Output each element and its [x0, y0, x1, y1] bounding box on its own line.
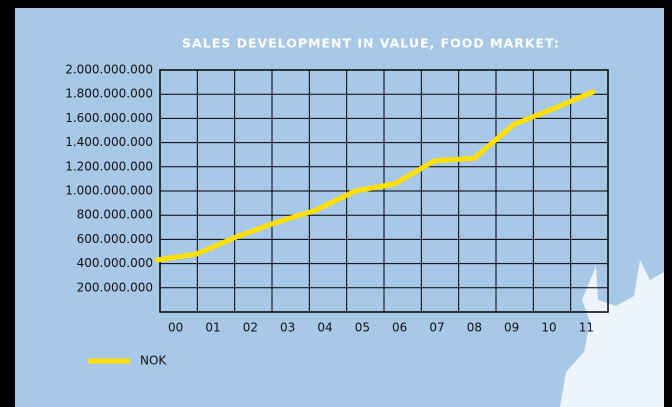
y-tick-label: 400.000.000 — [77, 256, 153, 270]
line-series — [154, 89, 596, 263]
y-tick-label: 800.000.000 — [77, 208, 153, 222]
x-tick-label: 08 — [467, 321, 482, 335]
x-tick-label: 04 — [317, 321, 332, 335]
x-tick-label: 02 — [243, 321, 258, 335]
y-tick-label: 1.200.000.000 — [65, 159, 153, 173]
chart-title: SALES DEVELOPMENT IN VALUE, FOOD MARKET: — [182, 36, 560, 51]
background — [15, 8, 664, 407]
y-tick-label: 2.000.000.000 — [65, 63, 153, 77]
cow-silhouette — [560, 260, 664, 407]
x-tick-label: 03 — [280, 321, 295, 335]
x-tick-label: 10 — [541, 321, 556, 335]
x-tick-label: 07 — [429, 321, 444, 335]
x-tick-label: 06 — [392, 321, 407, 335]
y-tick-label: 200.000.000 — [77, 280, 153, 294]
x-tick-label: 01 — [205, 321, 220, 335]
y-tick-label: 600.000.000 — [77, 232, 153, 246]
x-tick-label: 05 — [355, 321, 370, 335]
x-tick-label: 11 — [579, 321, 594, 335]
y-tick-label: 1.000.000.000 — [65, 184, 153, 198]
y-tick-label: 1.400.000.000 — [65, 135, 153, 149]
legend-label: NOK — [140, 354, 167, 368]
x-tick-label: 09 — [504, 321, 519, 335]
x-tick-label: 00 — [168, 321, 183, 335]
y-tick-label: 1.800.000.000 — [65, 87, 153, 101]
y-tick-label: 1.600.000.000 — [65, 111, 153, 125]
